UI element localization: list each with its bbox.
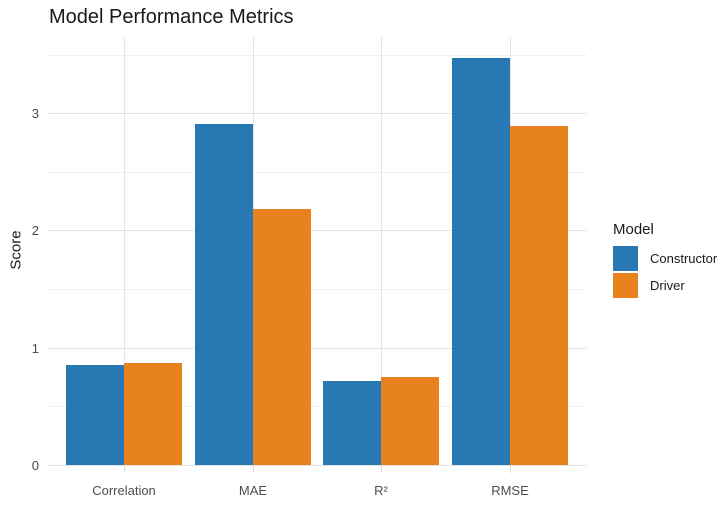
bar-constructor-1 bbox=[195, 124, 253, 465]
legend-label-constructor: Constructor bbox=[650, 251, 718, 266]
y-tick-label: 1 bbox=[31, 340, 39, 356]
gridline-minor bbox=[47, 289, 587, 291]
x-tick-mark bbox=[510, 465, 511, 473]
legend-swatch-constructor bbox=[613, 246, 638, 271]
y-tick-label: 0 bbox=[31, 458, 39, 473]
gridline-major bbox=[47, 230, 587, 232]
x-tick-mark bbox=[253, 465, 254, 473]
bar-constructor-0 bbox=[66, 365, 124, 465]
bar-driver-2 bbox=[381, 377, 439, 465]
gridline-major bbox=[47, 347, 587, 349]
legend-item-driver: Driver bbox=[613, 273, 717, 298]
gridline-major bbox=[47, 113, 587, 115]
gridline-vertical bbox=[124, 37, 125, 465]
chart-title: Model Performance Metrics bbox=[49, 6, 294, 28]
gridline-minor bbox=[47, 54, 587, 56]
y-tick-label: 3 bbox=[31, 106, 39, 122]
legend-item-constructor: Constructor bbox=[613, 246, 717, 271]
bar-driver-0 bbox=[124, 363, 182, 465]
x-tick-label: RMSE bbox=[491, 483, 529, 498]
x-tick-label: R² bbox=[374, 483, 388, 498]
gridline-minor bbox=[47, 406, 587, 408]
legend-title: Model bbox=[613, 221, 654, 238]
x-tick-mark bbox=[381, 465, 382, 473]
bar-driver-1 bbox=[253, 209, 311, 465]
legend-label-driver: Driver bbox=[650, 278, 685, 293]
plot-panel bbox=[47, 37, 587, 466]
x-tick-mark bbox=[124, 465, 125, 473]
legend-swatch-driver bbox=[613, 273, 638, 298]
gridline-minor bbox=[47, 171, 587, 173]
gridline-vertical bbox=[381, 37, 382, 465]
legend: Model Constructor Driver bbox=[613, 221, 717, 300]
x-tick-label: Correlation bbox=[92, 483, 156, 498]
x-tick-label: MAE bbox=[238, 483, 268, 498]
bar-constructor-2 bbox=[323, 381, 381, 465]
bar-driver-3 bbox=[510, 126, 568, 465]
bar-constructor-3 bbox=[452, 58, 510, 465]
gridline-major bbox=[47, 465, 587, 466]
y-axis-title: Score bbox=[7, 230, 25, 270]
